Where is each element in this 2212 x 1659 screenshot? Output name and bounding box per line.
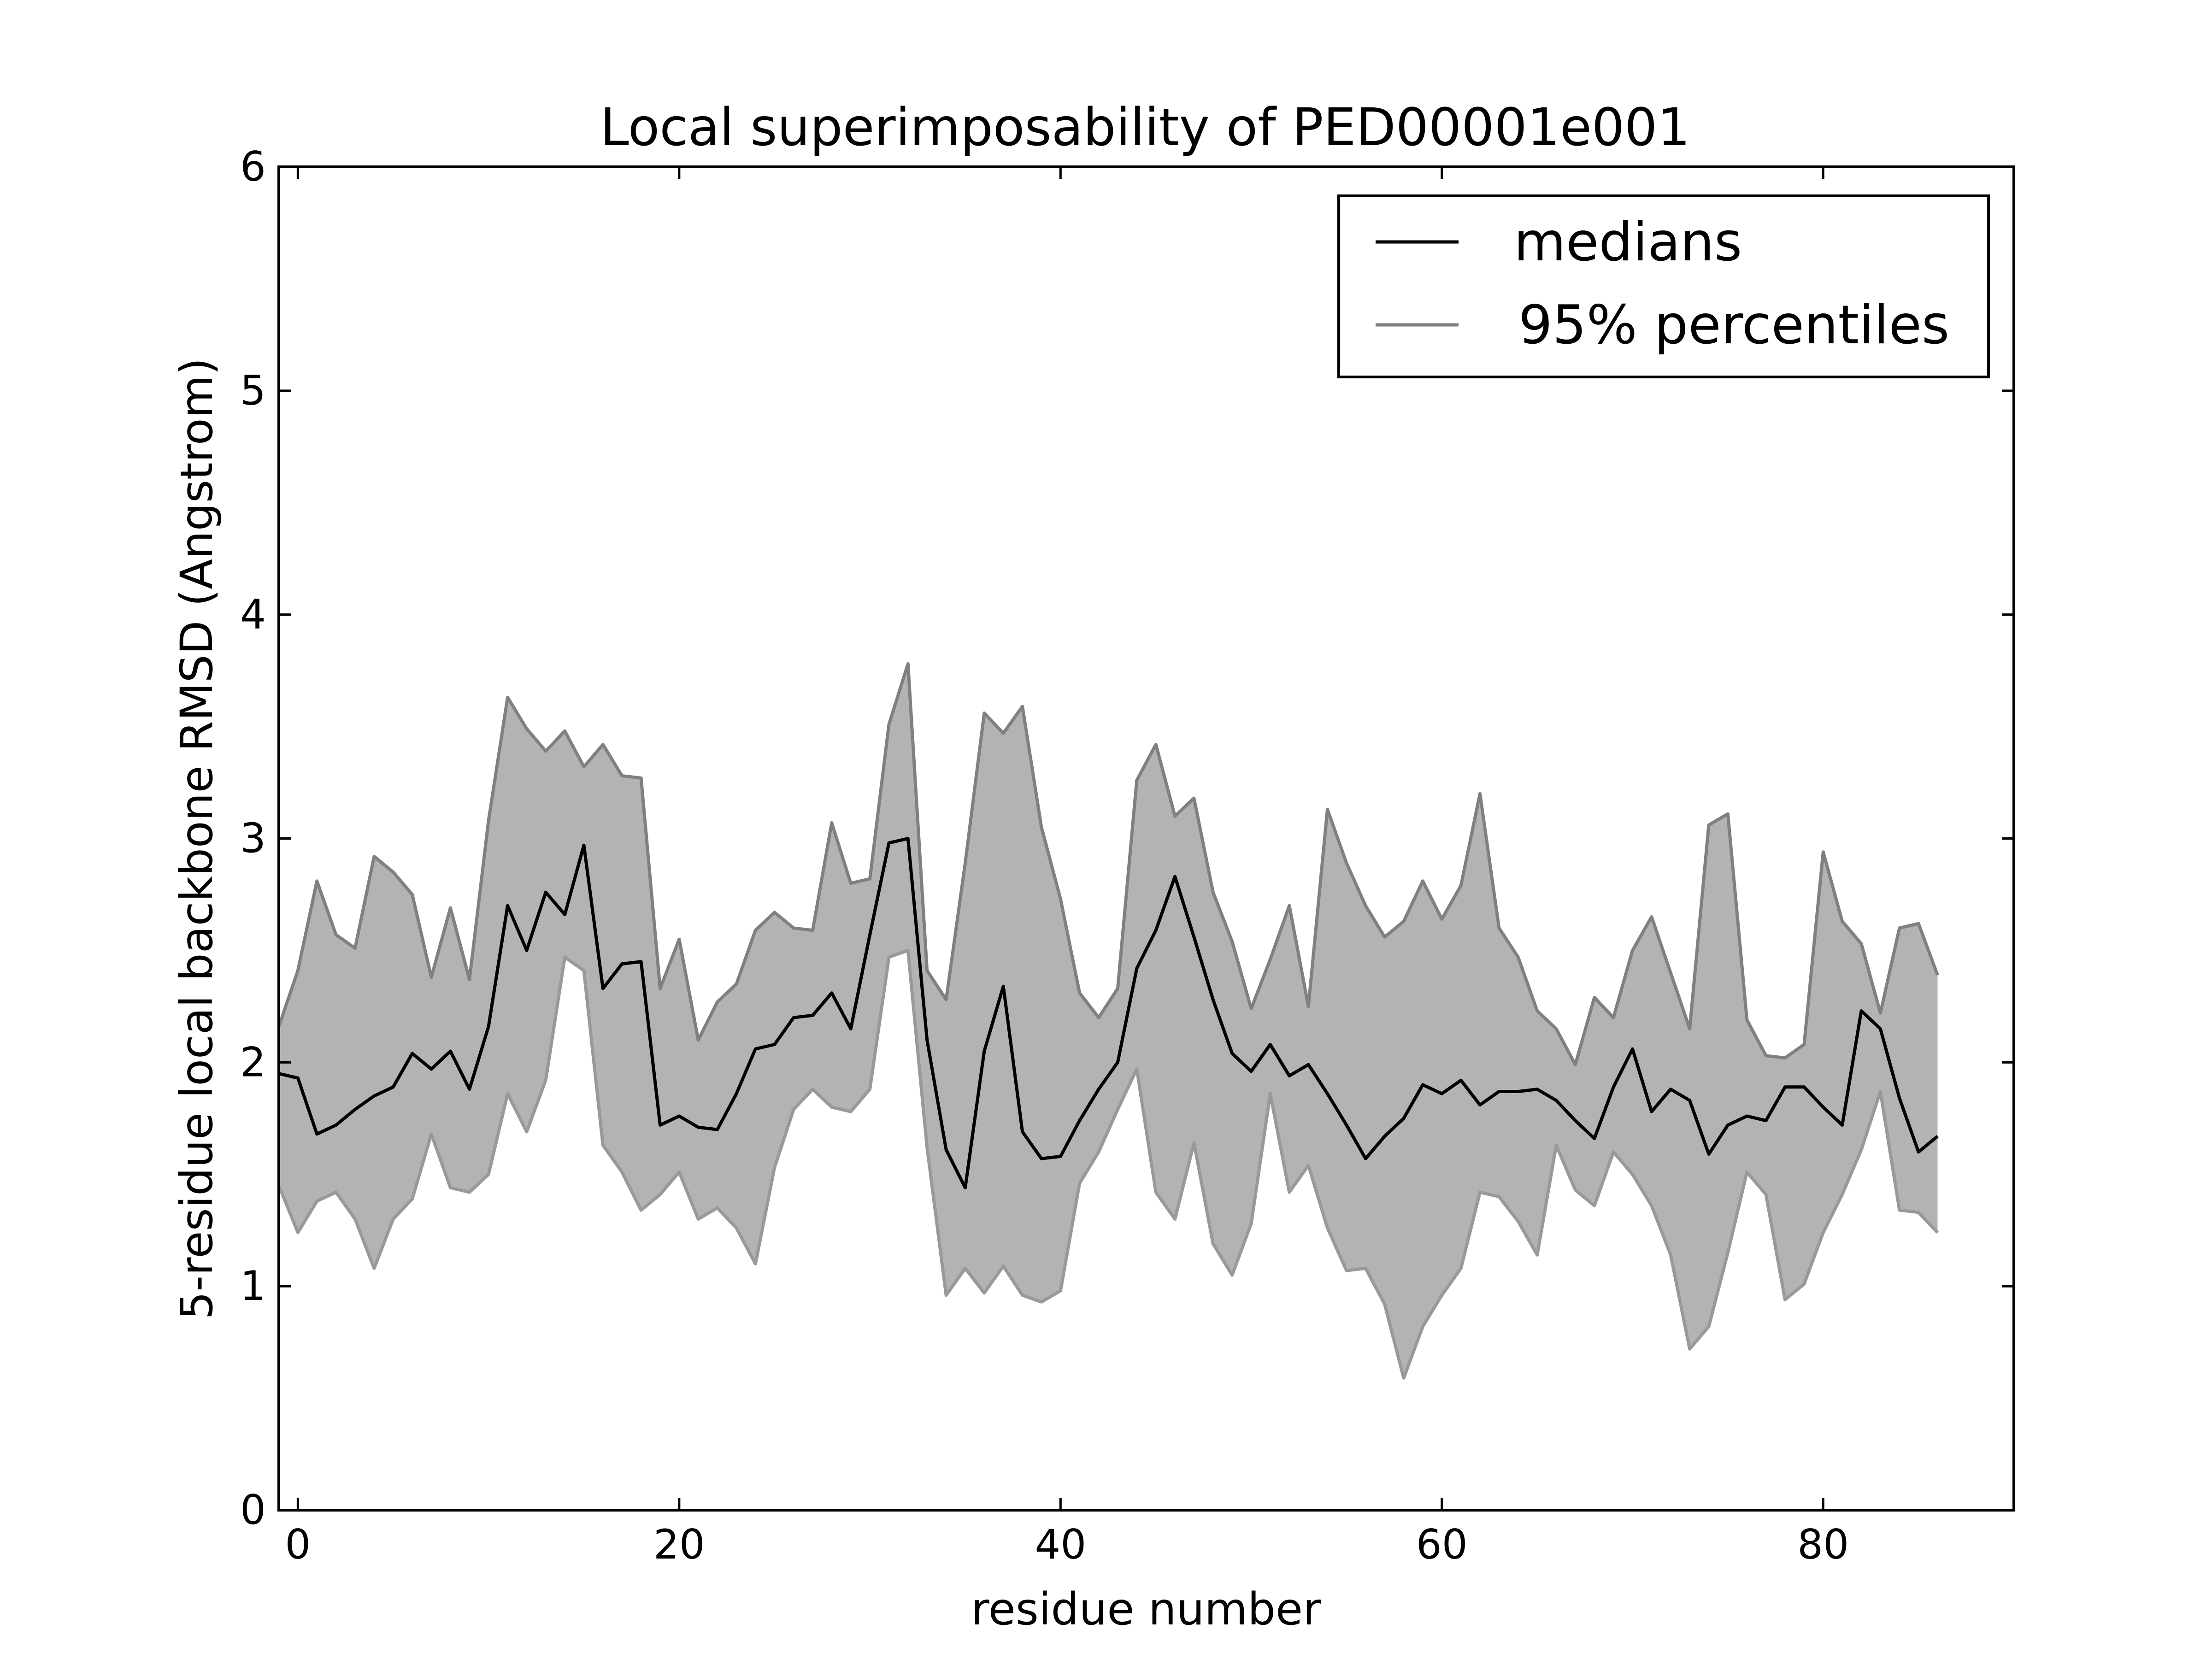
- y-tick-label: 4: [240, 591, 266, 638]
- median-line: [278, 837, 1939, 1189]
- x-axis-label: residue number: [971, 1583, 1321, 1635]
- legend-label-medians: medians: [1514, 211, 1742, 273]
- y-tick-label: 0: [240, 1486, 266, 1534]
- plot-frame: [277, 165, 2015, 1512]
- y-tick-label: 6: [240, 143, 266, 190]
- x-tick-label: 0: [285, 1521, 311, 1568]
- legend-box: [1337, 194, 1990, 378]
- legend-label-percentiles: 95% percentiles: [1518, 294, 1949, 356]
- y-axis-ticks: 0 1 2 3 4 5 6: [240, 143, 2014, 1534]
- y-tick-label: 3: [240, 815, 266, 862]
- x-tick-label: 40: [1035, 1521, 1086, 1568]
- x-axis-ticks: 0 20 40 60 80: [285, 167, 1849, 1568]
- y-tick-label: 5: [240, 367, 266, 414]
- y-axis-label: 5-residue local backbone RMSD (Angstrom): [171, 358, 223, 1319]
- lower-percentile-line: [277, 948, 1939, 1380]
- y-tick-label: 1: [240, 1262, 266, 1310]
- upper-percentile-line: [277, 662, 1939, 1066]
- x-tick-label: 80: [1797, 1521, 1849, 1568]
- x-tick-label: 60: [1416, 1521, 1468, 1568]
- y-tick-label: 2: [240, 1038, 266, 1086]
- chart-title: Local superimposability of PED00001e001: [600, 98, 1690, 158]
- percentile-band: [279, 664, 1938, 1378]
- x-tick-label: 20: [653, 1521, 705, 1568]
- legend: medians 95% percentiles: [1337, 194, 1990, 378]
